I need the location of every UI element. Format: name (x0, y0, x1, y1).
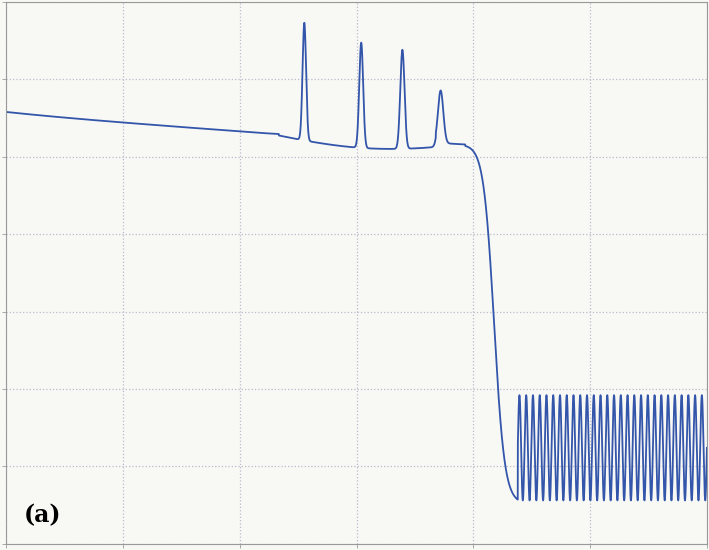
Text: (a): (a) (24, 503, 61, 527)
